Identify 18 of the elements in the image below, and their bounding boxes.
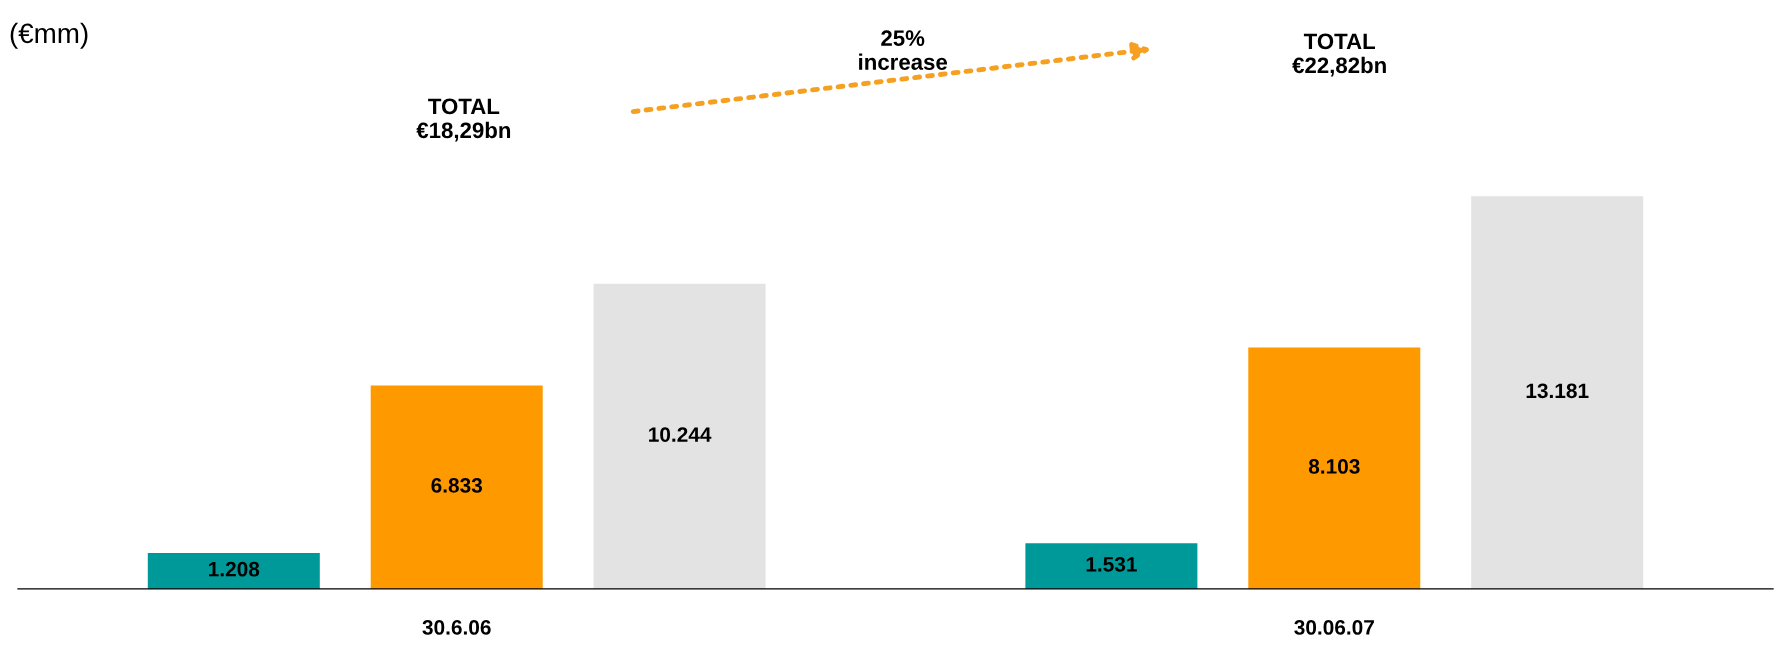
- data-label: 13.181: [1526, 383, 1589, 399]
- data-label: 6.833: [431, 477, 483, 493]
- data-label: 8.103: [1308, 459, 1360, 474]
- data-label: 1.531: [1086, 556, 1137, 572]
- bar: [1471, 196, 1644, 589]
- bar: [147, 552, 320, 589]
- text: TOTAL €18,29bn: [416, 98, 511, 142]
- x-tick-label: 30.06.07: [1294, 620, 1374, 635]
- data-label: 1.208: [209, 561, 260, 577]
- bar: [370, 385, 543, 589]
- bar: [1025, 543, 1198, 589]
- text: (€mm): [10, 22, 88, 49]
- text: 25% increase: [859, 30, 947, 70]
- text: TOTAL €22,82bn: [1292, 33, 1386, 77]
- bar: [1248, 347, 1421, 589]
- x-tick-label: 30.6.06: [422, 620, 491, 635]
- data-label: 10.244: [649, 427, 712, 442]
- bar: [593, 283, 766, 589]
